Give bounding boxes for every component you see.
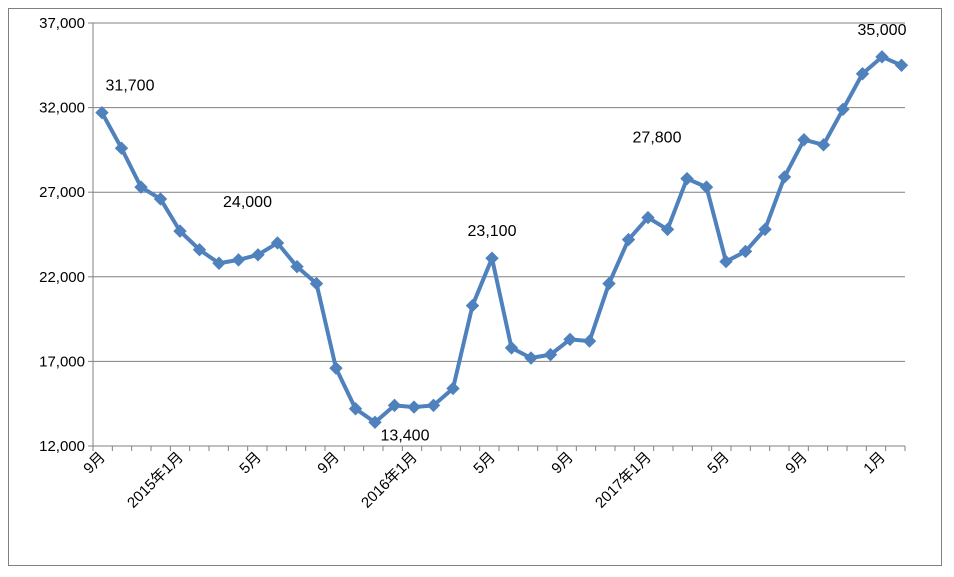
y-tick-label: 12,000	[39, 438, 85, 455]
data-point-marker	[114, 141, 129, 155]
data-point-marker	[875, 50, 889, 64]
data-point-marker	[348, 402, 363, 416]
x-tick-label: 9月	[548, 449, 577, 478]
data-point-marker	[426, 398, 441, 413]
data-point-marker	[329, 361, 343, 375]
y-tick-label: 37,000	[39, 15, 85, 32]
data-point-marker	[95, 105, 109, 120]
data-point-marker	[602, 276, 616, 291]
y-tick-label: 32,000	[39, 100, 85, 117]
data-point-marker	[660, 222, 675, 237]
data-labels: 31,700 24,000 13,400 23,100 27,800 35,000	[106, 22, 907, 444]
data-point-marker	[738, 244, 753, 259]
data-point-marker	[270, 236, 285, 250]
data-point-marker	[251, 248, 265, 262]
x-tick-label: 1月	[860, 449, 889, 478]
x-tick-label: 5月	[236, 449, 265, 478]
data-label: 31,700	[106, 78, 155, 95]
x-tick-label: 2015年1月	[124, 449, 187, 512]
data-point-marker	[836, 102, 850, 116]
data-point-marker	[816, 138, 831, 152]
data-point-marker	[153, 192, 168, 206]
data-point-marker	[309, 276, 324, 291]
y-tick-label: 17,000	[39, 353, 85, 370]
data-point-marker	[680, 171, 694, 186]
data-point-marker	[173, 224, 187, 238]
data-point-marker	[387, 398, 402, 413]
data-point-marker	[407, 400, 421, 414]
y-tick-label: 27,000	[39, 184, 85, 201]
data-point-marker	[212, 256, 226, 270]
data-point-marker	[563, 332, 577, 347]
x-tick-label: 2016年1月	[358, 449, 421, 512]
data-point-marker	[855, 67, 870, 81]
data-point-marker	[621, 232, 636, 247]
data-point-marker	[719, 254, 733, 269]
data-point-marker	[582, 334, 597, 348]
data-point-marker	[231, 253, 246, 267]
axes: 12,000 17,000 22,000 27,000 32,000 37,000 9月 20…	[39, 15, 906, 512]
data-point-marker	[797, 133, 811, 147]
data-point-marker	[290, 259, 304, 274]
data-point-marker	[134, 180, 148, 194]
data-point-marker	[699, 180, 714, 194]
x-tick-label: 5月	[470, 449, 499, 478]
data-label: 35,000	[858, 22, 907, 39]
chart-frame	[8, 8, 942, 566]
data-point-marker	[641, 210, 655, 225]
data-point-marker	[192, 243, 207, 257]
data-point-marker	[524, 351, 538, 365]
y-tick-label: 22,000	[39, 269, 85, 286]
x-tick-label: 5月	[704, 449, 733, 478]
data-point-marker	[368, 415, 382, 430]
series-line	[95, 50, 909, 430]
x-tick-label: 2017年1月	[592, 449, 655, 512]
data-label: 13,400	[381, 427, 430, 444]
data-point-marker	[543, 347, 558, 362]
data-point-marker	[758, 222, 772, 237]
data-point-marker	[504, 341, 519, 355]
data-point-marker	[485, 251, 499, 265]
data-label: 27,800	[633, 130, 682, 147]
data-point-marker	[894, 58, 909, 73]
data-point-marker	[465, 298, 480, 313]
data-point-marker	[777, 170, 792, 184]
x-tick-label: 9月	[782, 449, 811, 478]
data-label: 23,100	[468, 223, 517, 240]
data-label: 24,000	[223, 194, 272, 211]
x-tick-label: 9月	[314, 449, 343, 478]
data-point-marker	[446, 381, 460, 396]
